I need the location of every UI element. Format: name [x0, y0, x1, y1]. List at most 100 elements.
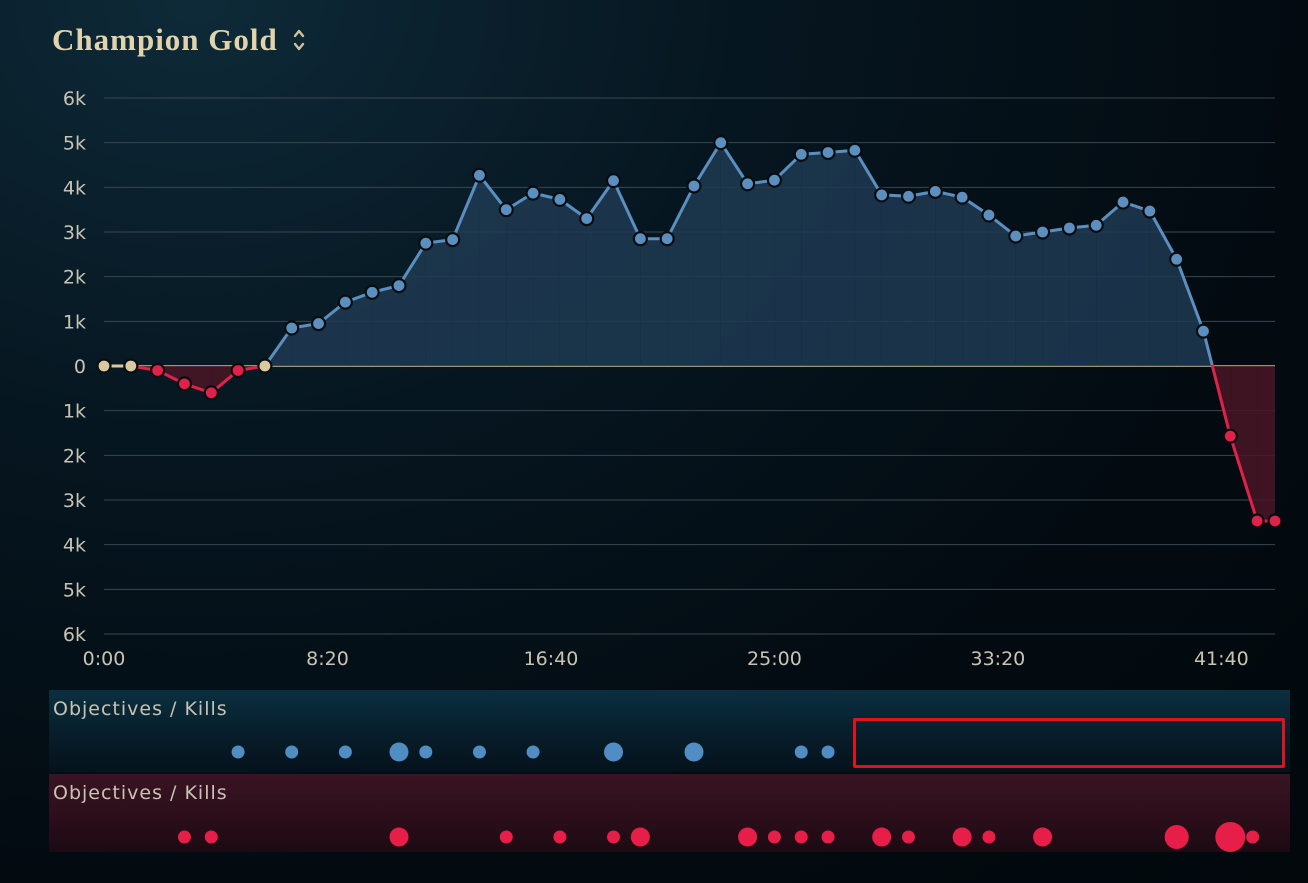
blue-lead-area: [828, 150, 855, 366]
data-point: [1088, 217, 1104, 233]
blue-lead-area: [506, 193, 534, 366]
event-dot: [231, 745, 245, 759]
blue-lead-area: [1123, 202, 1150, 366]
blue-lead-area: [1015, 232, 1043, 366]
data-point: [766, 172, 783, 188]
data-point: [605, 173, 622, 189]
data-point: [1195, 323, 1212, 339]
red-event-dots: [177, 822, 1260, 852]
blue-lead-area: [372, 285, 399, 366]
event-dot: [604, 742, 624, 762]
data-point: [364, 284, 380, 300]
y-tick-label: 4k: [63, 535, 86, 557]
blue-lead-area: [747, 180, 775, 366]
chart-header: Champion Gold: [52, 22, 306, 58]
data-point: [150, 362, 166, 379]
event-dot: [204, 830, 218, 844]
blue-lead-area: [693, 142, 721, 366]
data-point: [1249, 513, 1265, 529]
event-dot: [872, 827, 892, 847]
data-point: [632, 231, 648, 247]
blue-lead-area: [640, 238, 668, 366]
event-dot: [1033, 827, 1053, 847]
page-title: Champion Gold: [52, 22, 278, 57]
series-line-segment: [397, 241, 428, 288]
selection-highlight-box: [853, 718, 1285, 768]
data-point: [1267, 513, 1283, 529]
blue-lead-area: [881, 194, 909, 366]
data-point: [498, 202, 514, 218]
series-line-segment: [585, 179, 616, 221]
event-dot: [553, 830, 567, 844]
blue-lead-area: [774, 154, 802, 366]
blue-lead-area: [559, 199, 587, 366]
x-tick-label: 25:00: [747, 648, 802, 670]
blue-lead-area: [291, 323, 319, 366]
y-tick-label: 3k: [63, 490, 86, 512]
x-tick-label: 33:20: [971, 648, 1026, 670]
event-dot: [389, 827, 409, 847]
data-point: [820, 144, 836, 161]
y-tick-label: 1k: [63, 311, 86, 333]
blue-panel-label: Objectives / Kills: [53, 698, 228, 720]
data-point: [1169, 251, 1185, 267]
series-line-segment: [1175, 257, 1205, 333]
red-panel-label: Objectives / Kills: [53, 782, 228, 804]
data-point: [1034, 224, 1051, 240]
event-dot: [177, 830, 191, 844]
series-line-segment: [665, 184, 696, 241]
blue-lead-area: [988, 215, 1016, 366]
data-point: [900, 188, 917, 204]
data-point: [257, 358, 273, 374]
data-point: [1115, 194, 1131, 210]
y-tick-label: 0: [74, 356, 86, 378]
y-tick-label: 3k: [63, 222, 86, 244]
data-point: [659, 231, 675, 247]
event-dot: [285, 745, 299, 759]
event-dot: [738, 827, 758, 847]
event-dot: [630, 827, 650, 847]
y-tick-label: 5k: [63, 133, 86, 155]
data-point: [1008, 228, 1024, 244]
x-tick-label: 0:00: [83, 648, 126, 670]
blue-lead-area: [479, 175, 507, 366]
data-point: [1142, 203, 1158, 219]
data-point: [391, 278, 407, 294]
event-dot: [982, 830, 996, 844]
data-point: [579, 211, 595, 227]
data-point: [310, 315, 327, 332]
y-tick-label: 6k: [63, 624, 86, 646]
data-point: [471, 167, 488, 183]
data-point: [337, 294, 353, 310]
data-point: [927, 183, 943, 199]
blue-lead-area: [720, 142, 748, 366]
event-dot: [1164, 825, 1189, 849]
series-line-segment: [451, 173, 481, 242]
blue-lead-area: [1176, 259, 1204, 366]
event-dot: [419, 745, 433, 759]
data-point: [686, 178, 702, 194]
event-dot: [794, 745, 808, 759]
event-dot: [1215, 822, 1246, 852]
red-lead-area: [1257, 366, 1275, 521]
data-point: [793, 146, 809, 162]
blue-lead-area: [1042, 227, 1070, 366]
y-tick-label: 1k: [63, 401, 86, 423]
sort-toggle-icon[interactable]: [292, 26, 306, 54]
y-tick-label: 6k: [63, 88, 86, 110]
series-line-segment: [263, 326, 294, 368]
data-point: [847, 142, 863, 158]
event-dot: [338, 745, 352, 759]
data-point: [176, 376, 193, 392]
blue-lead-area: [452, 175, 480, 366]
red-lead-area: [1230, 366, 1258, 521]
data-point: [954, 189, 970, 205]
x-tick-label: 41:40: [1194, 648, 1249, 670]
data-point: [713, 135, 729, 151]
event-dot: [821, 745, 835, 759]
y-tick-label: 2k: [63, 267, 86, 289]
series-line-segment: [853, 148, 884, 197]
blue-objectives-panel: Objectives / Kills: [49, 690, 1290, 772]
data-point: [284, 320, 300, 336]
data-point: [1222, 428, 1238, 444]
